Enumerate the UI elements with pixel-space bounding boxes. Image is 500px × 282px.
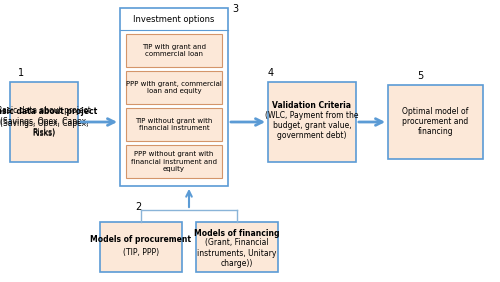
Text: Models of procurement: Models of procurement	[90, 235, 192, 244]
FancyBboxPatch shape	[126, 145, 222, 178]
Text: Models of financing: Models of financing	[194, 228, 280, 237]
Text: 4: 4	[268, 68, 274, 78]
Text: PPP without grant with
financial instrument and
equity: PPP without grant with financial instrum…	[131, 151, 217, 172]
Text: (TIP, PPP): (TIP, PPP)	[123, 248, 159, 257]
Text: Investment options: Investment options	[134, 14, 214, 23]
Text: instruments, Unitary: instruments, Unitary	[198, 248, 276, 257]
FancyBboxPatch shape	[10, 82, 78, 162]
Text: procurement and: procurement and	[402, 118, 468, 127]
Text: government debt): government debt)	[277, 131, 347, 140]
Text: Validation Criteria: Validation Criteria	[272, 102, 351, 111]
Text: TIP without grant with
financial instrument: TIP without grant with financial instrum…	[136, 118, 212, 131]
Text: 2: 2	[135, 202, 141, 212]
Text: 3: 3	[232, 4, 238, 14]
FancyBboxPatch shape	[100, 222, 182, 272]
Text: Basic data about project: Basic data about project	[0, 107, 97, 116]
Text: charge)): charge))	[221, 259, 253, 268]
Text: PPP with grant, commercial
loan and equity: PPP with grant, commercial loan and equi…	[126, 81, 222, 94]
Text: 5: 5	[417, 71, 423, 81]
Text: financing: financing	[418, 127, 454, 136]
Text: (Grant, Financial: (Grant, Financial	[205, 239, 269, 248]
Text: (WLC, Payment from the: (WLC, Payment from the	[265, 111, 359, 120]
Text: TIP with grant and
commercial loan: TIP with grant and commercial loan	[142, 44, 206, 57]
FancyBboxPatch shape	[126, 71, 222, 104]
Text: Risks): Risks)	[32, 127, 56, 136]
Text: 1: 1	[18, 68, 24, 78]
Text: budget, grant value,: budget, grant value,	[272, 122, 351, 131]
FancyBboxPatch shape	[196, 222, 278, 272]
FancyBboxPatch shape	[388, 85, 483, 159]
Text: Basic data about project
(Savings, Opex, Capex,
Risks): Basic data about project (Savings, Opex,…	[0, 106, 91, 138]
FancyBboxPatch shape	[126, 34, 222, 67]
Text: (Savings, Opex, Capex,: (Savings, Opex, Capex,	[0, 118, 88, 127]
Text: Optimal model of: Optimal model of	[402, 107, 468, 116]
FancyBboxPatch shape	[126, 108, 222, 141]
FancyBboxPatch shape	[268, 82, 356, 162]
FancyBboxPatch shape	[120, 8, 228, 186]
